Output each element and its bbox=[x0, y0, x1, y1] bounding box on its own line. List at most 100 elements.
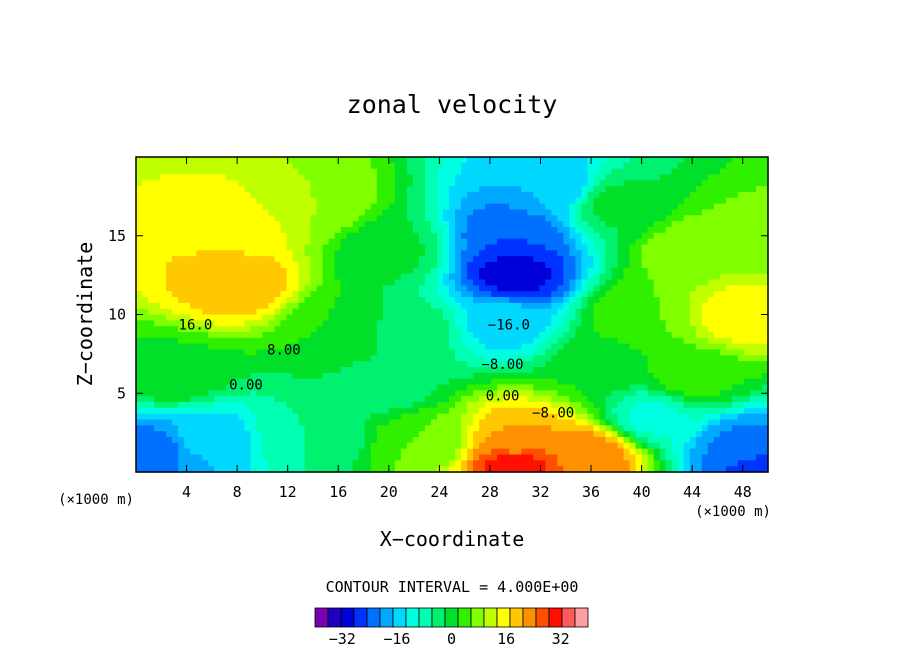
contour-cell bbox=[364, 407, 372, 415]
contour-cell bbox=[346, 349, 354, 356]
contour-cell bbox=[587, 302, 595, 310]
contour-cell bbox=[178, 320, 185, 327]
contour-cell bbox=[623, 302, 631, 310]
contour-cell bbox=[352, 203, 360, 211]
contour-cell bbox=[647, 273, 655, 281]
contour-cell bbox=[244, 407, 251, 415]
contour-cell bbox=[298, 402, 306, 409]
contour-cell bbox=[455, 314, 462, 321]
contour-cell bbox=[737, 372, 745, 380]
contour-cell bbox=[358, 378, 366, 386]
contour-cell bbox=[551, 221, 558, 228]
contour-cell bbox=[647, 279, 655, 286]
contour-cell bbox=[388, 291, 396, 298]
contour-cell bbox=[569, 250, 576, 257]
contour-cell bbox=[671, 192, 679, 199]
contour-cell bbox=[274, 320, 282, 327]
contour-cell bbox=[761, 162, 769, 170]
contour-cell bbox=[352, 407, 360, 415]
contour-cell bbox=[533, 349, 540, 356]
contour-cell bbox=[196, 297, 203, 304]
contour-cell bbox=[677, 285, 685, 292]
contour-cell bbox=[461, 285, 468, 292]
contour-cell bbox=[503, 343, 510, 351]
contour-cell bbox=[292, 215, 300, 222]
contour-cell bbox=[731, 361, 739, 368]
contour-cell bbox=[376, 262, 384, 269]
contour-cell bbox=[485, 332, 492, 339]
contour-cell bbox=[719, 361, 727, 368]
contour-cell bbox=[322, 297, 330, 304]
contour-cell bbox=[286, 157, 294, 164]
contour-cell bbox=[370, 314, 378, 321]
contour-cell bbox=[593, 343, 601, 351]
contour-cell bbox=[527, 267, 534, 275]
contour-cell bbox=[599, 273, 607, 281]
contour-cell bbox=[418, 302, 426, 310]
contour-cell bbox=[196, 367, 203, 374]
contour-cell bbox=[461, 390, 468, 397]
contour-cell bbox=[623, 349, 631, 356]
contour-cell bbox=[208, 425, 215, 432]
contour-cell bbox=[406, 314, 414, 321]
contour-cell bbox=[352, 355, 360, 362]
contour-cell bbox=[304, 285, 312, 292]
contour-cell bbox=[629, 162, 637, 170]
contour-cell bbox=[364, 238, 372, 246]
contour-cell bbox=[382, 337, 390, 345]
contour-cell bbox=[665, 367, 673, 374]
contour-cell bbox=[304, 413, 312, 421]
contour-cell bbox=[298, 372, 306, 380]
contour-cell bbox=[262, 227, 270, 234]
contour-cell bbox=[713, 197, 721, 205]
contour-cell bbox=[497, 378, 504, 386]
contour-cell bbox=[142, 343, 149, 351]
contour-cell bbox=[473, 308, 480, 316]
contour-cell bbox=[388, 215, 396, 222]
contour-cell bbox=[394, 168, 402, 176]
contour-cell bbox=[557, 337, 564, 345]
contour-cell bbox=[455, 250, 462, 257]
contour-cell bbox=[184, 262, 191, 269]
contour-cell bbox=[256, 378, 263, 386]
contour-cell bbox=[587, 337, 595, 345]
contour-cell bbox=[599, 297, 607, 304]
contour-cell bbox=[521, 180, 528, 187]
contour-cell bbox=[298, 326, 306, 333]
contour-cell bbox=[467, 291, 474, 298]
contour-cell bbox=[683, 262, 691, 269]
contour-cell bbox=[719, 203, 727, 211]
contour-cell bbox=[406, 197, 414, 205]
contour-cell bbox=[280, 168, 288, 176]
contour-cell bbox=[755, 390, 763, 397]
contour-cell bbox=[190, 250, 197, 257]
contour-cell bbox=[581, 355, 589, 362]
contour-cell bbox=[545, 238, 552, 246]
contour-cell bbox=[154, 355, 161, 362]
contour-cell bbox=[455, 343, 462, 351]
contour-cell bbox=[671, 215, 679, 222]
contour-cell bbox=[322, 186, 330, 193]
contour-cell bbox=[623, 192, 631, 199]
contour-cell bbox=[208, 297, 215, 304]
contour-cell bbox=[172, 262, 179, 269]
contour-cell bbox=[304, 355, 312, 362]
contour-cell bbox=[238, 320, 245, 327]
contour-cell bbox=[701, 273, 709, 281]
contour-cell bbox=[340, 297, 348, 304]
contour-cell bbox=[599, 390, 607, 397]
contour-cell bbox=[184, 326, 191, 333]
contour-cell bbox=[400, 238, 408, 246]
contour-cell bbox=[707, 174, 715, 181]
contour-cell bbox=[256, 221, 263, 228]
contour-cell bbox=[442, 431, 450, 438]
contour-cell bbox=[352, 186, 360, 193]
contour-cell bbox=[725, 215, 733, 222]
contour-cell bbox=[430, 396, 438, 403]
contour-cell bbox=[677, 384, 685, 391]
contour-cell bbox=[310, 337, 318, 345]
contour-cell bbox=[196, 186, 203, 193]
contour-cell bbox=[611, 174, 619, 181]
contour-cell bbox=[292, 256, 300, 263]
contour-cell bbox=[707, 314, 715, 321]
